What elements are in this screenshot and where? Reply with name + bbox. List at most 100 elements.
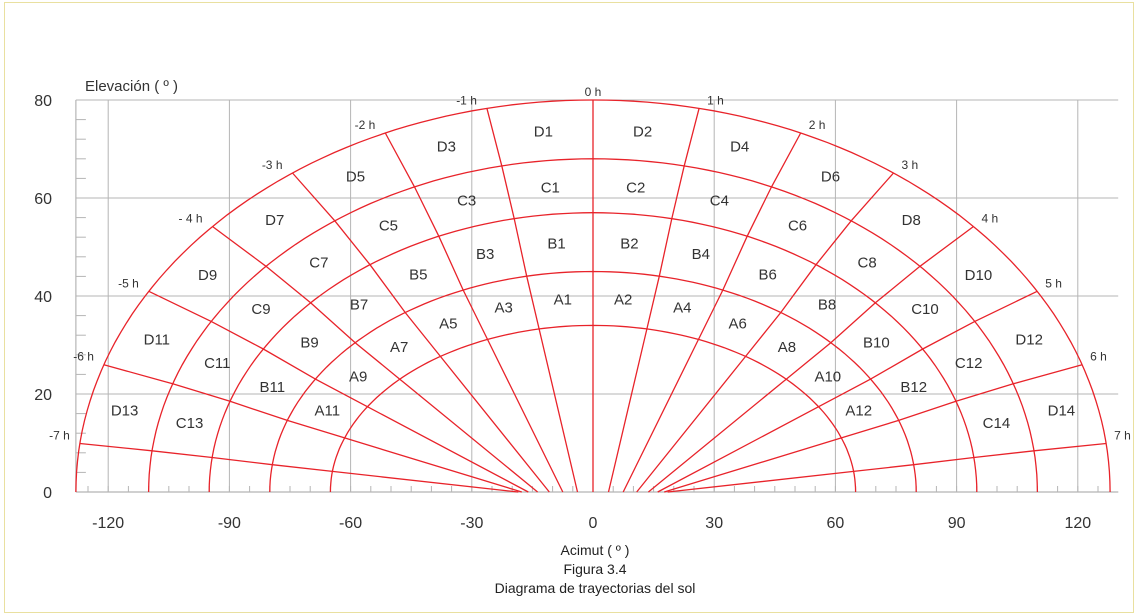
sun-path-cell-label: D10 [965,267,993,284]
sun-path-cell-label: D14 [1048,402,1076,419]
hour-line [79,442,519,493]
sun-path-cell-label: D6 [821,169,840,186]
y-tick-label: 0 [43,485,52,502]
figure-frame [4,2,1134,613]
hour-line [647,225,974,493]
sun-path-cell-label: D12 [1015,332,1043,349]
y-tick-label: 60 [34,191,52,208]
hour-line [103,364,522,493]
hour-label: - 4 h [179,212,203,226]
x-tick-label: 120 [1064,515,1091,532]
hour-line [292,172,550,493]
hour-label: -1 h [456,93,477,107]
sun-path-cell-label: D11 [144,332,170,349]
hour-line [148,290,529,493]
sun-path-cell-label: C6 [788,218,807,235]
figure-title: Diagrama de trayectorias del sol [494,580,696,596]
sun-path-cell-label: D13 [111,402,139,419]
hour-label: -5 h [118,276,139,290]
hour-label: 3 h [901,158,918,172]
hour-line [212,225,539,493]
sun-path-cell-label: C10 [911,301,939,318]
sun-path-cell-label: B5 [409,267,427,284]
sun-path-cell-label: A2 [614,291,632,308]
sun-path-cell-label: D4 [730,139,749,156]
sun-path-cell-label: D7 [265,212,284,229]
hour-label: -3 h [262,158,283,172]
x-axis-label: Acimut ( º ) [560,542,630,558]
sun-path-cell-label: A7 [390,339,408,356]
sun-path-cell-label: B7 [350,297,368,314]
sun-path-cell-label: B6 [758,267,776,284]
hour-line [657,290,1038,493]
x-tick-label: -60 [339,515,362,532]
hour-label: 0 h [585,85,602,99]
sun-path-cell-label: B2 [620,235,638,252]
sun-path-cell-label: A12 [845,403,872,420]
sun-path-cell-label: A1 [554,291,572,308]
sun-path-cell-label: C13 [176,415,204,432]
sun-path-cell-label: C11 [204,355,230,372]
sun-path-cell-label: C1 [541,179,560,196]
x-tick-label: 90 [948,515,966,532]
hour-label: 1 h [707,93,724,107]
hour-line [636,172,894,493]
sun-path-cell-label: D8 [902,212,921,229]
sun-path-cell-label: C3 [457,192,476,209]
sun-path-cell-label: C7 [309,254,328,271]
sun-path-cell-label: B9 [300,335,318,352]
sun-path-cell-label: D1 [534,123,553,140]
y-tick-label: 20 [34,387,52,404]
x-tick-label: 60 [827,515,845,532]
y-tick-label: 80 [34,93,52,110]
hour-label: -6 h [73,350,94,364]
sun-path-cell-label: B4 [692,246,710,263]
sun-path-cell-label: C8 [858,254,877,271]
hour-label: -2 h [355,118,376,132]
hour-line [667,442,1107,493]
sun-path-cell-label: B1 [547,235,565,252]
hour-label: 4 h [981,212,998,226]
hour-label: 7 h [1114,429,1131,443]
hour-line [384,132,564,493]
sun-path-cell-label: A5 [439,316,457,333]
sun-path-cell-label: C4 [710,192,729,209]
y-axis-label: Elevación ( º ) [85,78,178,95]
sun-path-cell-label: A10 [814,368,841,385]
sun-path-cell-label: C12 [955,355,983,372]
sun-path-cell-label: C2 [626,179,645,196]
x-tick-label: -90 [218,515,241,532]
hour-line [664,364,1083,493]
hour-label: 2 h [809,118,826,132]
sun-path-cell-label: C14 [983,415,1011,432]
sun-path-cell-label: A4 [673,300,691,317]
sun-path-cell-label: D2 [633,123,652,140]
hour-line [607,108,700,493]
sun-path-cell-label: B3 [476,246,494,263]
sun-path-cell-label: A6 [729,316,747,333]
y-tick-label: 40 [34,289,52,306]
x-tick-label: 30 [705,515,723,532]
sun-path-cell-label: C9 [251,301,270,318]
figure-number: Figura 3.4 [563,561,627,577]
sun-path-cell-label: B11 [259,379,285,396]
hour-label: 5 h [1045,276,1062,290]
sun-path-cell-label: D3 [437,139,456,156]
sun-path-cell-label: B12 [900,379,927,396]
hour-label: -7 h [49,429,70,443]
sun-path-cell-label: A11 [314,403,340,420]
sun-path-cell-label: A8 [778,339,796,356]
x-tick-label: -120 [92,515,124,532]
hour-line [622,132,802,493]
hour-label: 6 h [1090,350,1107,364]
sun-path-cell-label: D5 [346,169,365,186]
sun-path-cell-label: C5 [379,218,398,235]
hour-line [486,108,579,493]
sun-path-cell-label: D9 [198,267,217,284]
x-tick-label: 0 [589,515,598,532]
sun-path-cell-label: A9 [349,368,367,385]
sun-path-cell-label: B8 [818,297,836,314]
sun-path-cell-label: B10 [863,335,890,352]
sun-path-cell-label: A3 [494,300,512,317]
